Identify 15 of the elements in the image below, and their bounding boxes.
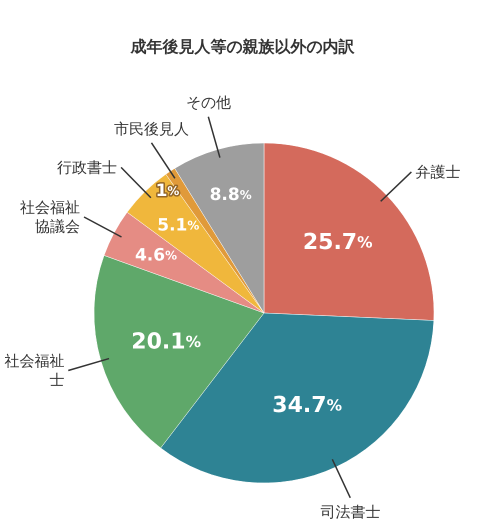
chart-title: 成年後見人等の親族以外の内訳	[130, 37, 356, 56]
slice-label: 弁護士	[415, 162, 460, 181]
data-label: 4.6%	[134, 245, 178, 266]
slice-label: 社会福祉士	[4, 352, 64, 390]
data-label: 34.7%	[272, 392, 342, 418]
slice-label: 行政書士	[57, 158, 118, 176]
data-label: 1%	[156, 181, 180, 202]
data-label: 20.1%	[131, 329, 201, 354]
data-label: 5.1%	[157, 216, 200, 236]
slice-label: 市民後見人	[114, 120, 189, 138]
slice-label: その他	[186, 94, 231, 112]
data-label: 8.8%	[210, 185, 252, 206]
slice-label: 司法書士	[320, 502, 380, 521]
data-label: 25.7%	[302, 230, 373, 255]
slice-label: 社会福祉協議会	[20, 198, 80, 236]
